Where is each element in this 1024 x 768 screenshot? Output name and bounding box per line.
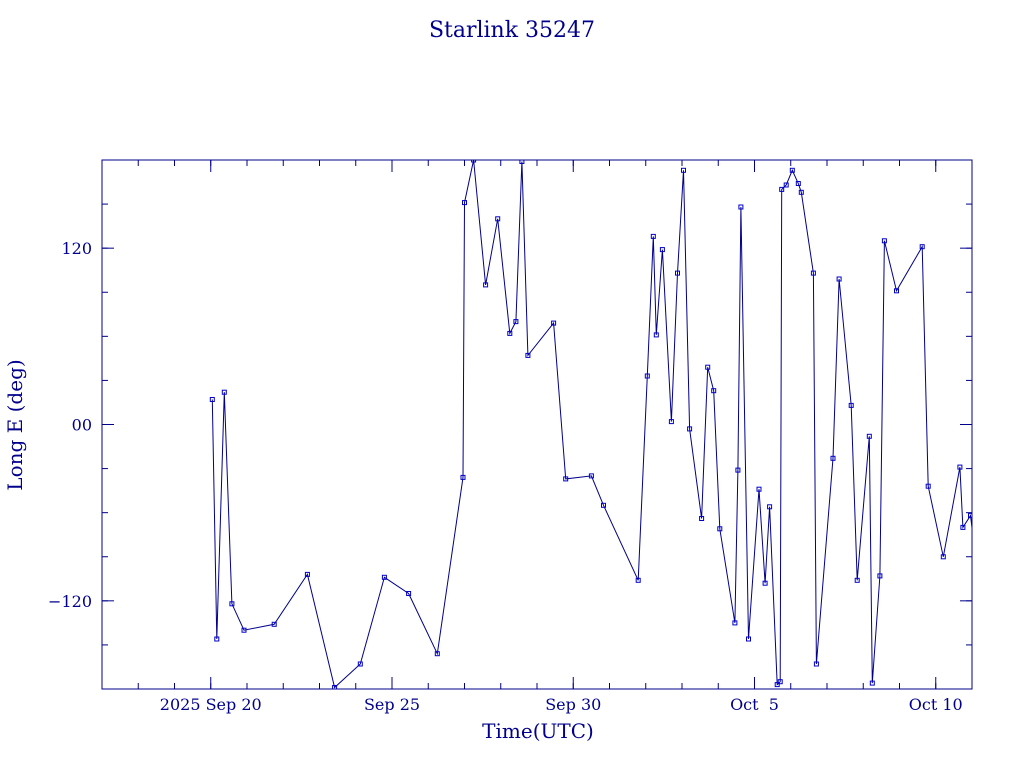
- data-point: [525, 352, 531, 358]
- data-point: [940, 554, 946, 560]
- data-point: [779, 186, 785, 192]
- data-point: [795, 181, 801, 186]
- data-point: [601, 502, 606, 508]
- data-point: [735, 467, 741, 473]
- data-point: [894, 288, 899, 294]
- data-point: [919, 244, 925, 250]
- data-point: [304, 571, 310, 577]
- x-tick-label: Sep 30: [545, 695, 601, 714]
- data-point: [982, 625, 986, 629]
- data-point: [854, 577, 860, 583]
- data-point: [925, 483, 931, 489]
- plot-frame: [101, 159, 973, 690]
- data-point: [960, 524, 966, 530]
- data-point: [699, 516, 705, 521]
- x-tick-label: Sep 25: [364, 695, 420, 714]
- series-line: [211, 160, 972, 689]
- x-axis-label: Time(UTC): [482, 719, 594, 743]
- x-tick-label: Oct 10: [909, 695, 963, 714]
- data-point: [705, 364, 711, 370]
- data-point: [798, 189, 804, 195]
- chart-title: Starlink 35247: [429, 18, 595, 43]
- data-point: [650, 233, 656, 239]
- data-point: [991, 423, 995, 427]
- data-point: [653, 332, 659, 338]
- tick-labels: 2025 Sep 20 Sep 25 Sep 30 Oct 5 Oct 10 120 00 −…: [48, 239, 963, 714]
- data-point: [462, 200, 467, 206]
- data-point: [681, 167, 686, 173]
- data-point: [877, 573, 883, 579]
- data-point: [588, 473, 594, 479]
- data-point: [687, 426, 693, 432]
- data-point: [783, 182, 789, 188]
- data-point: [460, 474, 466, 480]
- data-point: [738, 204, 744, 210]
- axis-ticks: [102, 160, 972, 689]
- data-point: [551, 320, 557, 326]
- data-point: [434, 651, 440, 657]
- data-point: [519, 160, 525, 164]
- data-point: [635, 577, 641, 583]
- y-axis-label: Long E (deg): [3, 359, 27, 490]
- data-point: [221, 389, 227, 395]
- y-tick-label: 120: [61, 239, 92, 258]
- data-point: [746, 636, 751, 642]
- data-point: [332, 685, 338, 689]
- data-point: [789, 167, 795, 173]
- data-point: [767, 504, 773, 510]
- data-point: [271, 621, 277, 627]
- data-point: [229, 601, 235, 607]
- data-point: [848, 402, 854, 408]
- data-point: [957, 464, 963, 470]
- data-point: [659, 247, 665, 253]
- data-point: [507, 330, 513, 336]
- data-point: [988, 465, 992, 469]
- data-point: [711, 388, 717, 394]
- data-point: [774, 682, 780, 688]
- data-point: [209, 397, 215, 402]
- data-point: [406, 591, 412, 596]
- data-point: [836, 276, 842, 282]
- data-point: [357, 661, 363, 667]
- plot-area: [209, 160, 995, 689]
- y-tick-label: −120: [48, 592, 92, 611]
- data-point: [471, 160, 477, 163]
- data-point: [668, 419, 674, 425]
- data-point: [495, 216, 501, 222]
- data-point: [241, 627, 247, 633]
- data-point: [810, 270, 816, 276]
- x-tick-label: 2025 Sep 20: [160, 695, 262, 714]
- data-point: [513, 319, 519, 325]
- data-point: [717, 526, 723, 532]
- data-point: [813, 661, 819, 667]
- data-point: [777, 679, 783, 685]
- data-point: [644, 373, 650, 379]
- data-point: [830, 455, 836, 461]
- y-tick-label: 00: [72, 416, 92, 435]
- data-point: [869, 680, 875, 686]
- x-tick-label: Oct 5: [730, 695, 779, 714]
- data-point: [563, 476, 569, 482]
- data-point: [968, 513, 972, 519]
- data-point: [866, 433, 872, 439]
- data-point: [881, 238, 887, 244]
- data-point: [756, 486, 762, 492]
- data-point: [214, 636, 220, 642]
- data-point: [762, 580, 768, 586]
- data-point: [732, 620, 738, 626]
- data-point: [675, 270, 680, 276]
- data-point: [483, 282, 489, 288]
- data-point: [381, 574, 387, 580]
